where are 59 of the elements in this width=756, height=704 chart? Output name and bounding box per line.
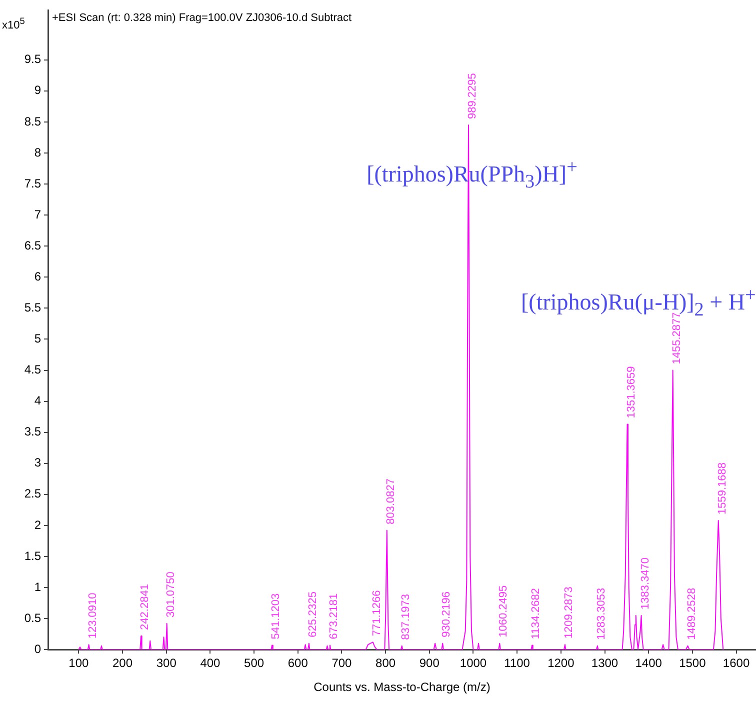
annotation: 930.2196 [440,592,453,638]
annotation: 1455.2877 [670,312,683,364]
annotation: 1489.2528 [686,588,698,640]
annotation: 301.0750 [164,572,177,618]
annotation: 1209.2873 [563,586,576,639]
x-tick-label: 600 [288,656,308,670]
annotation: 1383.3470 [639,557,652,610]
annotation: 123.0910 [86,592,99,639]
x-tick-label: 1000 [460,656,487,670]
x-tick-label: 1200 [548,656,575,670]
x-tick-label: 1100 [504,656,530,670]
y-tick-label: 9.5 [24,52,42,66]
annotation: 625.2325 [306,592,319,638]
chart-title: +ESI Scan (rt: 0.328 min) Frag=100.0V ZJ0306-10.d Subtract [52,12,352,24]
y-tick-label: 4 [34,394,42,408]
annotation: 1134.2682 [530,588,542,640]
x-tick-label: 500 [244,656,264,670]
x-tick-label: 1500 [679,656,706,670]
annotation: 673.2181 [328,593,340,640]
x-tick-label: 300 [156,656,177,670]
y-tick-label: 3.5 [24,424,42,439]
x-axis-title: Counts vs. Mass-to-Charge (m/z) [314,680,490,694]
y-tick-label: 2 [34,518,42,532]
annotation: 1351.3659 [625,366,638,418]
annotation: 1060.2495 [498,585,510,638]
annotation: 837.1973 [400,594,412,640]
annotation: 242.2841 [139,584,152,630]
y-tick-label: 8 [34,145,42,160]
x-tick-label: 1600 [722,656,750,670]
annotation: 771.1266 [370,590,383,636]
x-tick-label: 200 [112,656,133,670]
x-tick-label: 1300 [591,656,618,670]
y-tick-label: 8.5 [24,114,42,128]
annotation: 803.0827 [384,478,397,524]
y-tick-label: 9 [34,83,42,98]
y-tick-label: 4.5 [24,362,42,377]
y-tick-label: 5 [34,332,42,346]
y-tick-label: 1.5 [24,548,42,563]
annotation: 541.1203 [270,593,282,640]
x-tick-label: 800 [376,656,396,670]
x-tick-label: 100 [68,656,90,670]
y-tick-label: 2.5 [24,486,42,501]
y-tick-label: 1 [34,580,42,594]
y-tick-label: 7 [34,207,42,222]
y-tick-label: 0 [34,642,42,656]
y-tick-label: 6 [34,269,42,284]
annotation: 1283.3053 [595,588,608,640]
y-axis-title: x10$^{5}$ [2,16,25,32]
annotation: 989.2295 [466,73,479,120]
x-tick-label: 900 [419,656,440,670]
x-tick-label: 400 [200,656,221,670]
y-tick-label: 3 [34,456,42,470]
annotation: 1559.1688 [716,462,728,514]
y-tick-label: 6.5 [24,238,42,252]
x-tick-label: 1400 [635,656,662,670]
y-tick-label: 0.5 [24,610,42,625]
y-tick-label: 7.5 [24,176,42,190]
x-tick-label: 700 [332,656,352,670]
y-tick-label: 5.5 [24,300,42,314]
